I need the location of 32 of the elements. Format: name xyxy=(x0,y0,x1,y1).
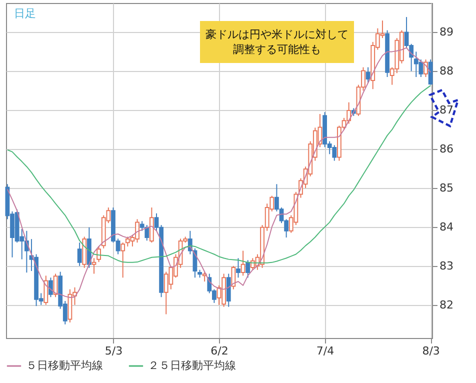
candlestick xyxy=(149,207,154,244)
candlestick xyxy=(240,250,246,276)
y-tick-label: 87 xyxy=(440,104,454,117)
x-tick-label: 6/2 xyxy=(210,344,228,358)
legend-label: ２５日移動平均線 xyxy=(148,359,236,372)
candlestick xyxy=(120,242,126,278)
y-tick-label: 85 xyxy=(440,182,454,195)
candlestick xyxy=(44,275,48,306)
x-tick-label: 5/3 xyxy=(104,344,123,358)
candlestick xyxy=(96,246,101,263)
x-tick-label: 7/4 xyxy=(316,344,334,358)
y-tick-label: 88 xyxy=(440,64,454,78)
y-tick-label: 89 xyxy=(440,26,454,39)
candlestick xyxy=(77,242,82,266)
candlestick xyxy=(428,58,433,86)
y-tick-label: 82 xyxy=(440,298,454,312)
x-tick-label: 8/3 xyxy=(422,344,440,358)
legend-label: ５日移動平均線 xyxy=(26,359,103,372)
annotation: 調整する可能性も xyxy=(232,42,322,57)
candlestick xyxy=(366,66,370,84)
candlestick xyxy=(92,258,96,274)
annotation: 日足 xyxy=(14,6,36,21)
candlestick xyxy=(48,277,53,298)
candlestick xyxy=(424,58,428,78)
y-tick-label: 86 xyxy=(440,142,454,156)
candlestick xyxy=(231,265,236,290)
candlestick xyxy=(246,260,250,278)
candlestick xyxy=(236,258,240,278)
candlestick xyxy=(226,273,231,308)
annotation: 豪ドルは円や米ドルに対して xyxy=(204,27,350,42)
y-tick-label: 83 xyxy=(440,259,454,272)
y-tick-label: 84 xyxy=(440,220,454,234)
